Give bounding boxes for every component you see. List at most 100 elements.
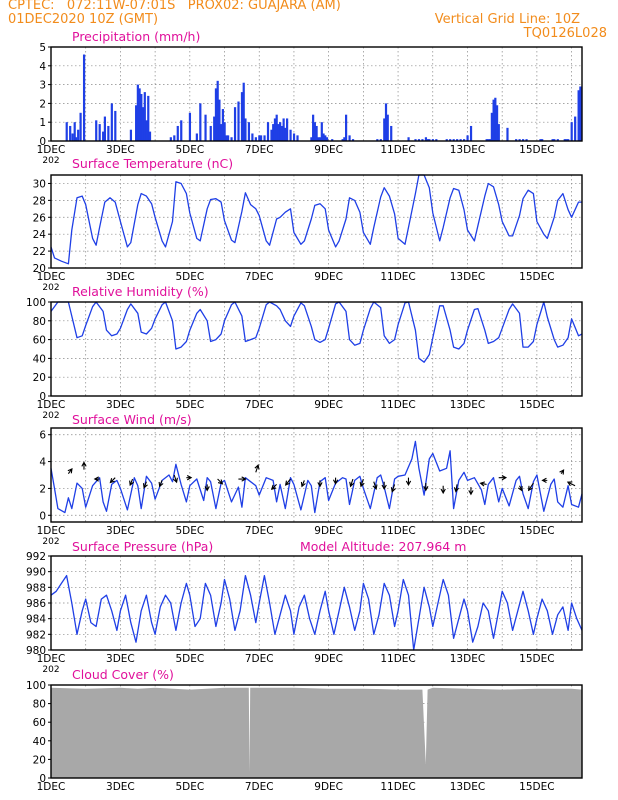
precip-bar xyxy=(227,135,230,141)
wind-vector-arrow xyxy=(238,476,247,482)
y-tick-label: 100 xyxy=(26,297,46,309)
y-tick-label: 22 xyxy=(33,246,46,258)
pressure-series-line xyxy=(50,574,583,651)
precip-bar xyxy=(204,114,207,141)
precip-bar xyxy=(240,92,244,141)
precip-bar xyxy=(169,137,172,141)
y-tick-label: 1 xyxy=(39,117,46,129)
precip-bar xyxy=(325,137,329,141)
x-tick-label: 13DEC xyxy=(450,525,485,537)
precip-bar xyxy=(176,125,179,141)
precip-bar xyxy=(102,131,105,141)
precip-bar xyxy=(487,139,490,141)
precip-bar xyxy=(270,129,273,141)
precip-bar xyxy=(135,105,138,141)
x-tick-label: 1DEC xyxy=(37,144,66,156)
x-tick-label: 1DEC xyxy=(37,399,66,411)
y-tick-label: 20 xyxy=(33,372,46,384)
precip-bar xyxy=(221,109,224,141)
precip-bar xyxy=(280,125,283,141)
precip-bar xyxy=(110,103,113,141)
precip-bar xyxy=(435,139,438,141)
x-tick-label: 1DEC xyxy=(37,781,66,793)
precip-bar xyxy=(417,139,421,141)
x-tick-label: 5DEC xyxy=(175,525,204,537)
precip-bar xyxy=(376,139,379,141)
y-tick-label: 984 xyxy=(26,614,46,626)
year-label: 202 xyxy=(42,537,59,547)
y-tick-label: 0 xyxy=(39,136,46,148)
precip-bar xyxy=(214,88,218,141)
precip-bar xyxy=(95,120,98,141)
x-tick-label: 1DEC xyxy=(37,653,66,665)
precip-bar xyxy=(456,139,459,141)
station-header: CPTEC: 072:11W-07:01S PROX02: GUAJARA (A… xyxy=(8,0,341,13)
wind-vector-arrow xyxy=(405,477,412,487)
wind-vector-arrow xyxy=(270,484,277,491)
rh-series-line xyxy=(50,301,583,363)
precip-title: Precipitation (mm/h) xyxy=(72,29,200,44)
precip-bar xyxy=(258,135,261,141)
x-tick-label: 9DEC xyxy=(314,399,343,411)
precip-bar xyxy=(343,137,346,141)
x-tick-label: 11DEC xyxy=(380,399,415,411)
precip-bar xyxy=(348,135,351,141)
precip-bar xyxy=(259,135,263,141)
precip-bar xyxy=(318,137,322,141)
wind-vector-arrow xyxy=(566,481,576,487)
precip-bar xyxy=(563,139,566,141)
precip-bar xyxy=(98,124,101,141)
precip-bar xyxy=(79,112,82,141)
precip-bar xyxy=(384,103,388,141)
precip-bar xyxy=(273,118,277,141)
wind-vector-arrow xyxy=(67,467,73,474)
x-tick-label: 13DEC xyxy=(450,144,485,156)
precip-bar xyxy=(129,129,133,141)
wind-vector-arrow xyxy=(453,484,460,493)
y-tick-label: 28 xyxy=(33,195,46,207)
wind-vector-arrow xyxy=(109,477,116,484)
x-tick-label: 1DEC xyxy=(37,525,66,537)
y-tick-label: 80 xyxy=(33,699,46,711)
grid-line-note: Vertical Grid Line: 10Z xyxy=(434,12,580,27)
x-tick-label: 11DEC xyxy=(380,525,415,537)
temp-panel: 20 22 24 26 28 30 1DEC 3DEC 5DEC 7DEC 9DEC 11DEC 13D… xyxy=(33,156,583,293)
rh-panel: 0 20 40 60 80 100 1DEC 3DEC 5DEC 7DEC 9DEC 11DEC 13D… xyxy=(26,284,583,421)
precip-bar xyxy=(266,122,270,141)
precip-bar xyxy=(180,120,183,141)
y-tick-label: 988 xyxy=(26,582,46,594)
year-label: 202 xyxy=(42,283,59,293)
x-tick-label: 5DEC xyxy=(175,399,204,411)
precip-bar xyxy=(220,124,223,141)
precip-bar xyxy=(551,139,554,141)
wind-vector-arrow xyxy=(81,461,87,470)
precip-bar xyxy=(173,135,176,141)
y-tick-label: 30 xyxy=(33,178,46,190)
x-tick-label: 9DEC xyxy=(314,144,343,156)
precip-bar xyxy=(74,137,78,141)
run-date: 01DEC2020 10Z (GMT) xyxy=(8,12,159,27)
x-tick-label: 5DEC xyxy=(175,781,204,793)
wind-vector-arrow xyxy=(204,484,210,492)
precip-bar xyxy=(577,90,580,141)
wind-vector-arrow xyxy=(93,476,100,482)
precip-bar xyxy=(421,139,424,141)
x-tick-label: 15DEC xyxy=(519,399,554,411)
x-tick-label: 7DEC xyxy=(245,271,274,283)
panel-frame xyxy=(50,301,583,397)
precip-bar xyxy=(296,135,299,141)
wind-title: Surface Wind (m/s) xyxy=(72,412,192,427)
wind-panel: 0 2 4 6 1DEC 3DEC 5DEC 7DEC 9DEC 11DEC 13DEC 15DEC 2… xyxy=(37,412,583,547)
y-tick-label: 0 xyxy=(39,391,46,403)
panel-frame xyxy=(50,427,583,523)
precip-bar xyxy=(390,125,393,141)
precip-bar xyxy=(317,137,320,141)
precip-bar xyxy=(495,105,499,141)
x-tick-label: 3DEC xyxy=(106,144,135,156)
x-tick-label: 13DEC xyxy=(450,271,485,283)
precip-bar xyxy=(73,122,76,141)
model-code: TQ0126L028 xyxy=(523,26,607,41)
precip-bar xyxy=(485,139,488,141)
precip-bar xyxy=(414,139,417,141)
